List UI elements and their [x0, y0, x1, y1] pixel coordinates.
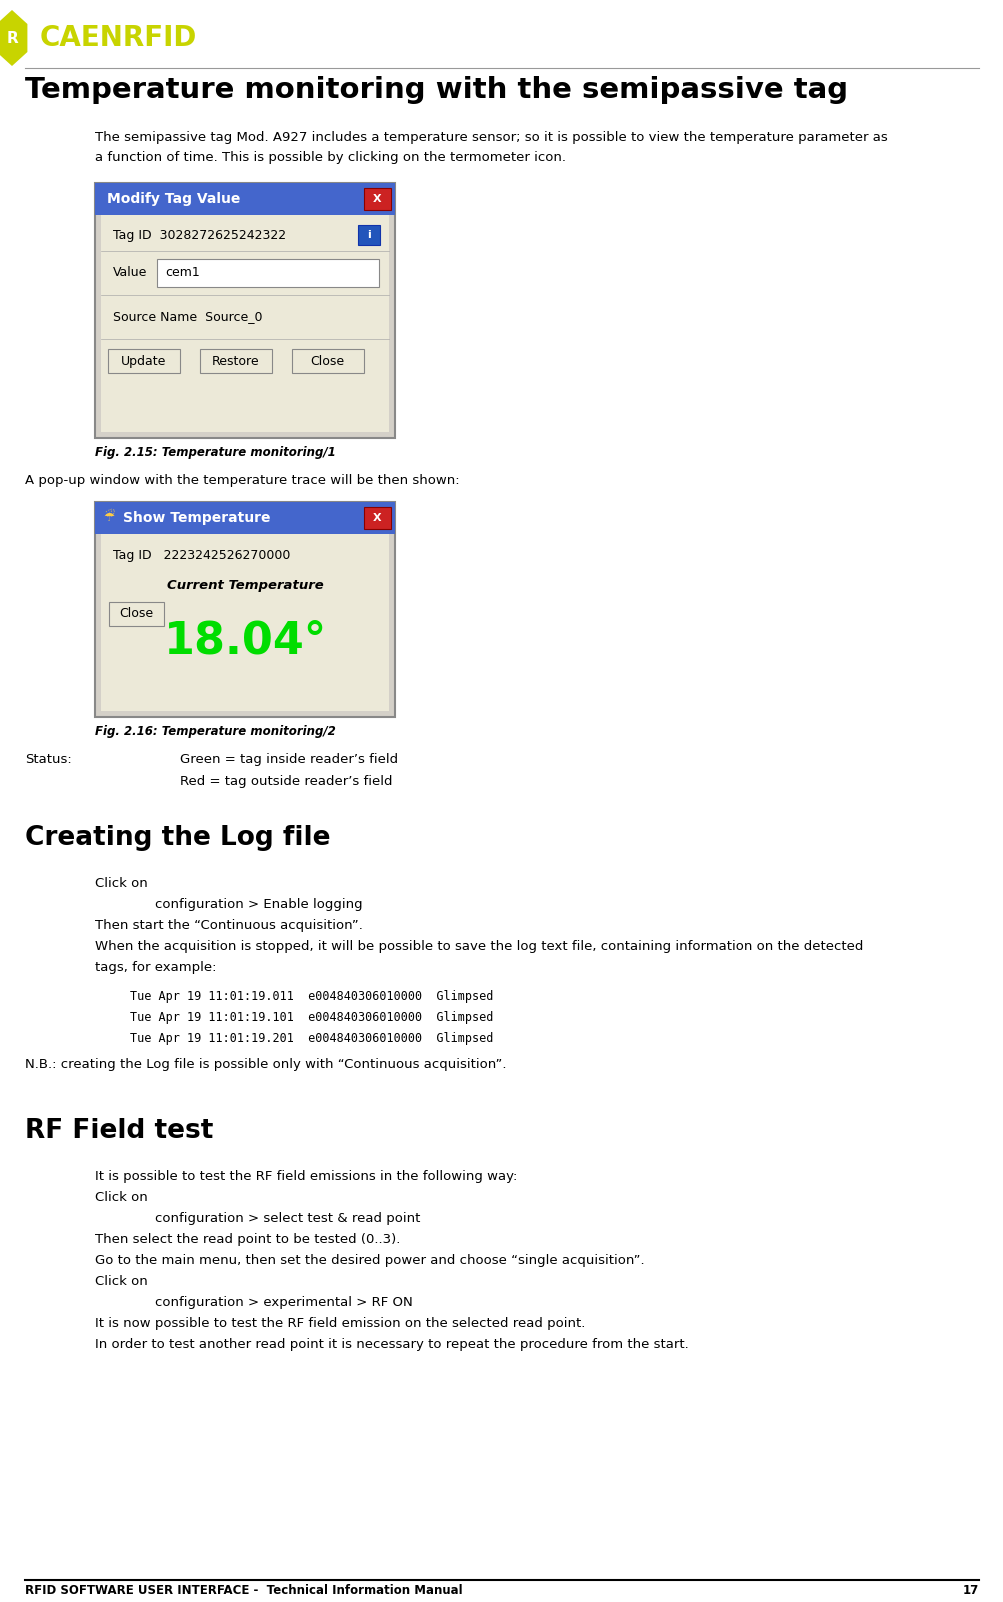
Text: configuration > Enable logging: configuration > Enable logging: [154, 899, 362, 912]
FancyBboxPatch shape: [292, 349, 363, 373]
FancyBboxPatch shape: [95, 501, 394, 533]
Text: configuration > experimental > RF ON: configuration > experimental > RF ON: [154, 1296, 412, 1309]
Text: A pop-up window with the temperature trace will be then shown:: A pop-up window with the temperature tra…: [25, 474, 459, 487]
Text: tags, for example:: tags, for example:: [95, 961, 217, 974]
Text: When the acquisition is stopped, it will be possible to save the log text file, : When the acquisition is stopped, it will…: [95, 940, 863, 953]
Text: Click on: Click on: [95, 876, 147, 891]
Text: RF Field test: RF Field test: [25, 1118, 214, 1144]
Text: ☔: ☔: [103, 511, 114, 524]
Text: Restore: Restore: [212, 354, 260, 367]
Text: Status:: Status:: [25, 753, 71, 766]
Text: Tag ID   2223242526270000: Tag ID 2223242526270000: [113, 549, 290, 562]
Text: 18.04°: 18.04°: [163, 618, 326, 662]
Text: Click on: Click on: [95, 1190, 147, 1205]
Text: It is now possible to test the RF field emission on the selected read point.: It is now possible to test the RF field …: [95, 1317, 585, 1330]
Text: Update: Update: [121, 354, 166, 367]
FancyBboxPatch shape: [358, 224, 379, 245]
FancyBboxPatch shape: [101, 533, 388, 711]
Text: configuration > select test & read point: configuration > select test & read point: [154, 1213, 420, 1226]
FancyBboxPatch shape: [156, 260, 378, 287]
Text: Close: Close: [310, 354, 344, 367]
Text: RFID SOFTWARE USER INTERFACE -  Technical Information Manual: RFID SOFTWARE USER INTERFACE - Technical…: [25, 1584, 462, 1597]
Text: Creating the Log file: Creating the Log file: [25, 825, 330, 851]
Text: Current Temperature: Current Temperature: [166, 580, 323, 593]
FancyBboxPatch shape: [107, 349, 180, 373]
Text: Temperature monitoring with the semipassive tag: Temperature monitoring with the semipass…: [25, 75, 848, 104]
FancyBboxPatch shape: [95, 501, 394, 718]
Text: It is possible to test the RF field emissions in the following way:: It is possible to test the RF field emis…: [95, 1169, 517, 1182]
Text: N.B.: creating the Log file is possible only with “Continuous acquisition”.: N.B.: creating the Log file is possible …: [25, 1057, 506, 1072]
Text: Modify Tag Value: Modify Tag Value: [107, 192, 240, 207]
FancyBboxPatch shape: [364, 187, 390, 210]
Text: Tue Apr 19 11:01:19.201  e004840306010000  Glimpsed: Tue Apr 19 11:01:19.201 e004840306010000…: [129, 1032, 492, 1045]
Text: cem1: cem1: [164, 266, 200, 279]
Text: R: R: [6, 30, 18, 45]
Text: Close: Close: [119, 607, 153, 620]
Text: 17: 17: [962, 1584, 978, 1597]
Text: The semipassive tag Mod. A927 includes a temperature sensor; so it is possible t: The semipassive tag Mod. A927 includes a…: [95, 131, 887, 144]
Polygon shape: [0, 10, 27, 66]
Text: Tue Apr 19 11:01:19.011  e004840306010000  Glimpsed: Tue Apr 19 11:01:19.011 e004840306010000…: [129, 990, 492, 1003]
FancyBboxPatch shape: [364, 506, 390, 529]
Text: Fig. 2.15: Temperature monitoring/1: Fig. 2.15: Temperature monitoring/1: [95, 445, 335, 460]
Text: X: X: [373, 194, 381, 203]
Text: a function of time. This is possible by clicking on the termometer icon.: a function of time. This is possible by …: [95, 151, 566, 163]
Text: Show Temperature: Show Temperature: [123, 511, 270, 525]
Text: Red = tag outside reader’s field: Red = tag outside reader’s field: [180, 775, 392, 788]
Text: CAENRFID: CAENRFID: [39, 24, 197, 51]
FancyBboxPatch shape: [101, 215, 388, 433]
Text: Tag ID  3028272625242322: Tag ID 3028272625242322: [113, 229, 286, 242]
Text: Click on: Click on: [95, 1275, 147, 1288]
Text: Source Name  Source_0: Source Name Source_0: [113, 311, 262, 324]
Text: In order to test another read point it is necessary to repeat the procedure from: In order to test another read point it i…: [95, 1338, 688, 1350]
Text: Value: Value: [113, 266, 147, 279]
Text: Go to the main menu, then set the desired power and choose “single acquisition”.: Go to the main menu, then set the desire…: [95, 1254, 644, 1267]
FancyBboxPatch shape: [109, 602, 163, 626]
FancyBboxPatch shape: [200, 349, 272, 373]
FancyBboxPatch shape: [95, 183, 394, 215]
FancyBboxPatch shape: [95, 183, 394, 437]
Text: Tue Apr 19 11:01:19.101  e004840306010000  Glimpsed: Tue Apr 19 11:01:19.101 e004840306010000…: [129, 1011, 492, 1024]
Text: Fig. 2.16: Temperature monitoring/2: Fig. 2.16: Temperature monitoring/2: [95, 726, 335, 739]
Text: i: i: [367, 231, 370, 240]
Text: X: X: [373, 513, 381, 522]
Text: Then start the “Continuous acquisition”.: Then start the “Continuous acquisition”.: [95, 920, 362, 932]
Text: Then select the read point to be tested (0..3).: Then select the read point to be tested …: [95, 1234, 400, 1246]
Text: Green = tag inside reader’s field: Green = tag inside reader’s field: [180, 753, 398, 766]
